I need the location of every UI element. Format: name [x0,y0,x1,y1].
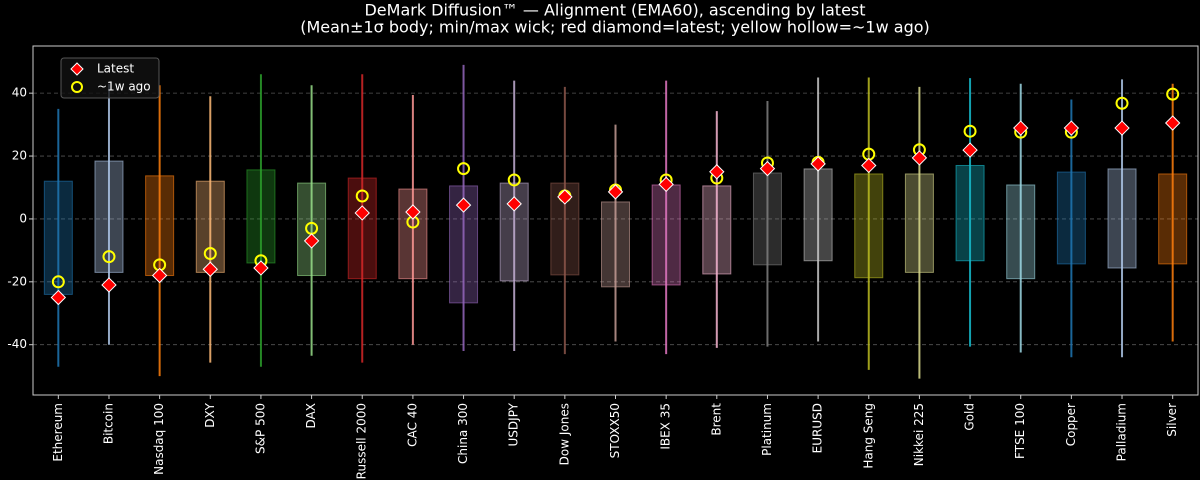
x-tick-label: Silver [1165,403,1179,437]
legend: Latest ~1w ago [60,57,160,99]
body [347,177,377,280]
x-tick-label: Dow Jones [557,403,571,465]
x-tick-label: Ethereum [51,403,65,462]
latest-marker [709,164,725,180]
week-ago-marker [102,250,116,264]
body [246,169,276,264]
latest-marker [911,150,928,166]
latest-marker [101,277,117,293]
body [145,175,175,277]
x-tick-label: Copper [1064,403,1078,446]
body [904,173,934,273]
week-ago-marker [51,275,65,289]
week-ago-marker [203,247,217,261]
body [955,164,985,262]
body [601,201,630,288]
x-tick-label: DXY [203,402,217,427]
legend-marker [71,81,83,93]
body [651,184,681,286]
body [94,160,124,273]
latest-marker [354,205,370,221]
latest-marker [253,260,269,276]
week-ago-marker [963,124,977,138]
latest-marker [1164,115,1181,131]
latest-marker [962,142,978,158]
week-ago-marker [507,173,521,187]
latest-marker [658,176,674,193]
latest-marker [557,189,573,205]
axes-frame [32,45,1199,396]
chart-subtitle: (Mean±1σ body; min/max wick; red diamond… [300,18,930,37]
x-tick-label: Bitcoin [101,403,115,444]
latest-marker [1063,120,1080,136]
x-tick-label: Russell 2000 [355,403,369,479]
legend-box [60,57,160,99]
x-tick-label: DAX [304,403,318,428]
body [702,185,732,275]
body [499,182,529,282]
week-ago-marker [1166,87,1180,101]
week-ago-marker [355,189,369,203]
latest-marker [50,289,67,306]
latest-marker [861,157,877,174]
week-ago-marker [457,162,471,176]
latest-marker [759,160,776,177]
y-tick-label: -40 [7,337,27,351]
x-tick-label: Gold [963,403,977,431]
legend-marker [70,62,84,76]
x-tick-label: STOXX50 [608,403,622,458]
latest-marker [455,197,472,213]
x-tick-label: Nasdaq 100 [152,403,166,475]
y-tick-label: 20 [12,149,27,163]
chart-title: DeMark Diffusion™ — Alignment (EMA60), a… [364,1,865,20]
x-tick-label: Nikkei 225 [912,403,926,466]
x-tick-label: Brent [709,403,723,436]
x-tick-label: Palladium [1115,403,1129,461]
plot-area: -40 -20 0 20 40 Ethereum Bitcoin Nasdaq 100 DXY S… [7,64,1198,479]
body [43,180,73,295]
legend-label: Latest [97,62,134,76]
body [803,168,833,262]
week-ago-marker [1115,96,1129,110]
latest-marker [1013,120,1029,136]
body [297,182,327,277]
legend-label: ~1w ago [97,80,151,94]
body [1158,173,1188,265]
x-tick-label: FTSE 100 [1013,403,1027,459]
latest-marker [506,196,522,212]
latest-marker [151,267,168,284]
latest-marker [303,233,320,249]
latest-marker [810,156,826,172]
x-tick-label: S&P 500 [253,403,267,454]
body [854,173,884,279]
body [398,188,428,280]
x-tick-label: EURUSD [811,403,825,453]
x-tick-label: CAC 40 [405,403,419,447]
body [1107,168,1137,269]
x-tick-label: China 300 [456,403,470,464]
latest-marker [405,204,421,220]
body [1006,184,1036,280]
y-tick-label: -20 [7,274,27,288]
latest-marker [202,261,218,277]
y-tick-label: 40 [12,86,27,100]
x-tick-label: Hang Seng [861,403,875,469]
body [1056,171,1086,265]
body [752,172,782,266]
x-tick-label: IBEX 35 [659,403,673,450]
latest-marker [607,184,624,200]
body [195,180,225,273]
x-tick-label: USDJPY [507,402,521,446]
x-tick-label: Platinum [760,403,774,456]
y-tick-label: 0 [19,211,27,225]
latest-marker [1114,120,1130,136]
